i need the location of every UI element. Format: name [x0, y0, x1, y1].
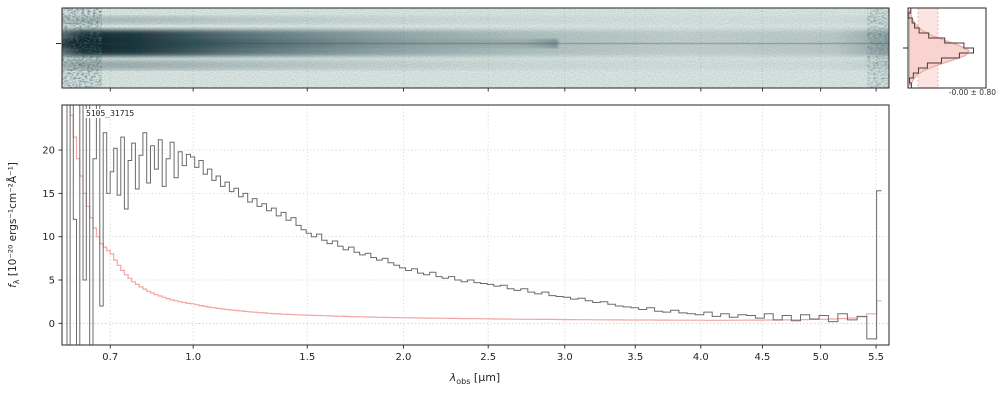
axis-ticks: 0.7 1.0 1.5 2.0 2.5 3.0 3.5 4.0 4.5 5.0 5.5 0 5 10 15 2…: [42, 146, 884, 363]
x-tick-label: 2.5: [480, 352, 496, 363]
series-group: [66, 105, 882, 345]
y-tick-label: 10: [42, 232, 55, 243]
x-tick-label: 4.0: [693, 352, 709, 363]
profile-content: [908, 8, 974, 88]
y-axis-unit: [10⁻²⁰ ergs⁻¹cm⁻²Å⁻¹]: [6, 162, 19, 280]
spectrum-2d-border: [61, 7, 890, 89]
x-tick-label: 1.5: [299, 352, 315, 363]
y-tick-label: 0: [49, 319, 55, 330]
object-id-label: 5105_31715: [84, 109, 137, 118]
x-axis-label: λobs [μm]: [450, 371, 500, 386]
x-tick-label: 0.7: [102, 352, 118, 363]
x-tick-label: 5.0: [813, 352, 829, 363]
spectrum-2d-image: [62, 8, 889, 88]
spectrum-1d-border: [61, 104, 890, 346]
2d-gridlines: [109, 8, 877, 88]
x-tick-label: 2.0: [395, 352, 411, 363]
y-tick-label: 20: [42, 146, 55, 157]
gridlines: [62, 105, 889, 345]
uncertainty-series-path: [69, 105, 882, 321]
y-tick-label: 5: [49, 276, 55, 287]
x-tick-label: 5.5: [868, 352, 884, 363]
profile-model-shape: [909, 10, 970, 86]
profile-stats-label: -0.00 ± 0.80: [948, 88, 996, 97]
y-axis-symbol: f: [6, 284, 19, 288]
x-tick-label: 3.5: [627, 352, 643, 363]
2d-x-ticks: [109, 88, 877, 92]
secondary-band: [62, 60, 889, 70]
flux-series-path: [66, 105, 882, 345]
spectral-trace-core: [62, 39, 558, 48]
y-axis-subscript: λ: [12, 279, 22, 285]
upper-band: [62, 16, 889, 24]
y-axis-label: fλ [10⁻²⁰ ergs⁻¹cm⁻²Å⁻¹]: [7, 162, 21, 288]
x-axis-symbol: λ: [449, 371, 457, 384]
profile-observed-path: [908, 8, 974, 88]
spectrum-1d-panel: 0.7 1.0 1.5 2.0 2.5 3.0 3.5 4.0 4.5 5.0 5.5 0 5 10 15 2…: [42, 104, 890, 363]
x-axis-unit: [μm]: [470, 371, 501, 384]
spatial-profile-panel: [903, 7, 987, 89]
spectrum-2d-panel: [56, 7, 890, 92]
right-edge-noise: [867, 8, 889, 88]
left-edge-noise: [62, 8, 102, 88]
x-tick-label: 3.0: [557, 352, 573, 363]
x-tick-label: 4.5: [754, 352, 770, 363]
y-tick-label: 15: [42, 189, 55, 200]
x-tick-label: 1.0: [185, 352, 201, 363]
x-axis-subscript: obs: [456, 377, 471, 387]
